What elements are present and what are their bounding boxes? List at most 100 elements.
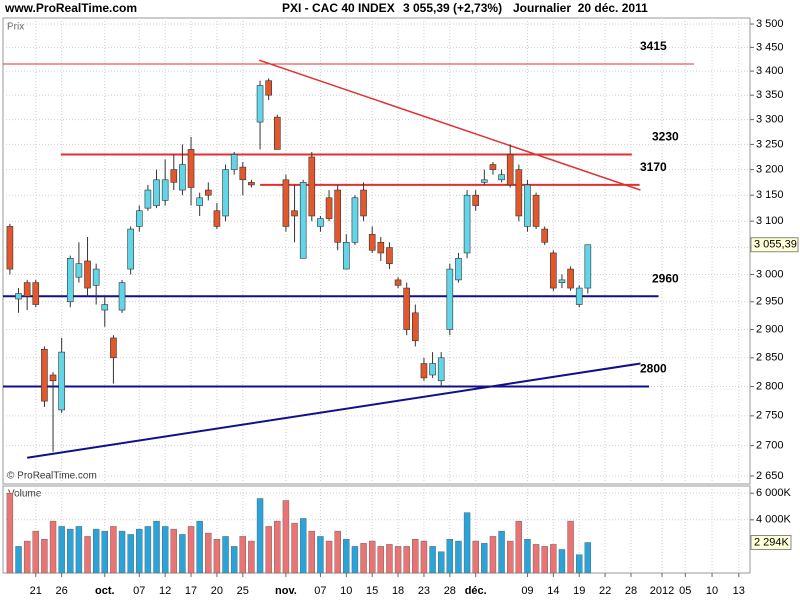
candle-body [6, 226, 14, 270]
y-tick-label: 3 100 [756, 215, 784, 227]
volume-bar [118, 530, 126, 574]
quote: 3 055,39 (+2,73%) [403, 1, 502, 15]
candle-body [144, 189, 152, 209]
volume-bar [429, 546, 436, 574]
volume-bar [584, 542, 592, 574]
candle-body [66, 258, 74, 303]
volume-bar [110, 526, 117, 574]
candle-body [135, 210, 143, 227]
candle-body [274, 116, 281, 150]
candle-body [403, 287, 410, 330]
y-tick-label: 2 900 [756, 323, 784, 335]
candle-body [230, 154, 238, 170]
y-tick-label: 2 950 [756, 296, 784, 308]
level-label: 3230 [652, 130, 679, 144]
volume-bar [334, 530, 341, 574]
candle-body [187, 149, 195, 188]
volume-bar [481, 543, 488, 574]
x-tick-label: 25 [237, 585, 249, 597]
candle-body [101, 304, 109, 311]
candle-body [23, 282, 31, 297]
y-tick-label: 3 200 [756, 164, 784, 176]
candle-body [567, 268, 574, 289]
volume-bar [144, 526, 152, 574]
site: www.ProRealTime.com [4, 1, 137, 15]
x-tick-label: 19 [573, 585, 585, 597]
candle-body [118, 282, 126, 311]
candle-body [308, 156, 316, 217]
trend-line [27, 362, 641, 459]
volume-bar [412, 539, 419, 574]
candle-body [291, 210, 298, 217]
volume-bar [101, 530, 108, 574]
volume-bar [248, 540, 255, 574]
candle-body [368, 234, 376, 251]
x-tick-label: 05 [679, 585, 691, 597]
volume-bar [403, 546, 410, 574]
candle-body [558, 279, 566, 283]
candle-body [394, 279, 402, 286]
volume-bar [325, 540, 333, 574]
x-tick-label: 21 [30, 585, 42, 597]
candle-body [386, 247, 393, 264]
candle-body [256, 85, 264, 123]
y-tick-label: 3 350 [756, 89, 784, 101]
price-label: Prix [7, 22, 24, 33]
y-tick-label: 3 500 [756, 18, 784, 30]
x-tick-label: nov. [275, 585, 297, 597]
candle-body [92, 268, 100, 286]
volume-bar [463, 512, 471, 574]
candle-body [584, 244, 592, 289]
volume-bar [136, 528, 143, 574]
volume-bar [550, 544, 557, 574]
volume-bar [15, 546, 22, 574]
y-tick-label: 2 750 [756, 410, 784, 422]
volume-bar [351, 546, 359, 574]
volume-bar [515, 520, 523, 574]
candle-body [239, 166, 247, 181]
x-tick-label: 10 [340, 585, 352, 597]
candle-body [377, 241, 385, 254]
volume-bar [394, 546, 402, 574]
y-tick-label: 6 000K [756, 487, 792, 499]
level-label: 3415 [640, 39, 667, 53]
candle-body [222, 169, 229, 217]
candle-body [58, 351, 65, 411]
candle-body [49, 374, 57, 382]
x-tick-label: 28 [444, 585, 456, 597]
candle-body [429, 363, 436, 376]
volume-bar [58, 526, 65, 574]
candle-body [455, 258, 462, 281]
x-tick-label: 14 [547, 585, 559, 597]
y-tick-label: 3 300 [756, 114, 784, 126]
volume-label: Volume [8, 489, 42, 500]
x-tick-label: 28 [625, 585, 637, 597]
volume-bar [6, 492, 14, 574]
volume-bar [437, 551, 445, 574]
x-tick-label: 18 [392, 585, 404, 597]
volume-bar [265, 526, 272, 574]
volume-bar [420, 540, 428, 574]
volume-bar [299, 518, 307, 574]
volume-bar [446, 539, 454, 574]
x-tick-label: 07 [314, 585, 326, 597]
volume-bar [256, 498, 264, 574]
candle-body [41, 348, 48, 402]
candle-body [196, 197, 203, 206]
volume-bar [84, 536, 91, 574]
volume-bar [196, 520, 203, 574]
volume-bar [567, 520, 574, 574]
x-tick-label: 26 [56, 585, 68, 597]
candle-body [524, 184, 531, 227]
candle-body [317, 218, 324, 227]
y-tick-label: 2 850 [756, 352, 784, 364]
period: Journalier 20 déc. 2011 [513, 1, 648, 15]
x-tick-label: 23 [418, 585, 430, 597]
volume-bar [161, 526, 169, 574]
candle-body [265, 80, 272, 96]
y-tick-label: 3 400 [756, 65, 784, 77]
candle-body [481, 179, 488, 183]
volume-bar [532, 544, 540, 574]
x-tick-label: 12 [159, 585, 171, 597]
candle-body [127, 228, 134, 270]
